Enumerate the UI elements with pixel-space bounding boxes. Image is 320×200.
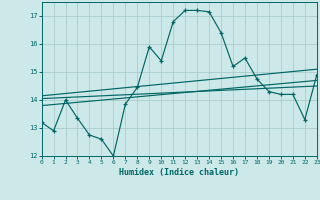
X-axis label: Humidex (Indice chaleur): Humidex (Indice chaleur)	[119, 168, 239, 177]
